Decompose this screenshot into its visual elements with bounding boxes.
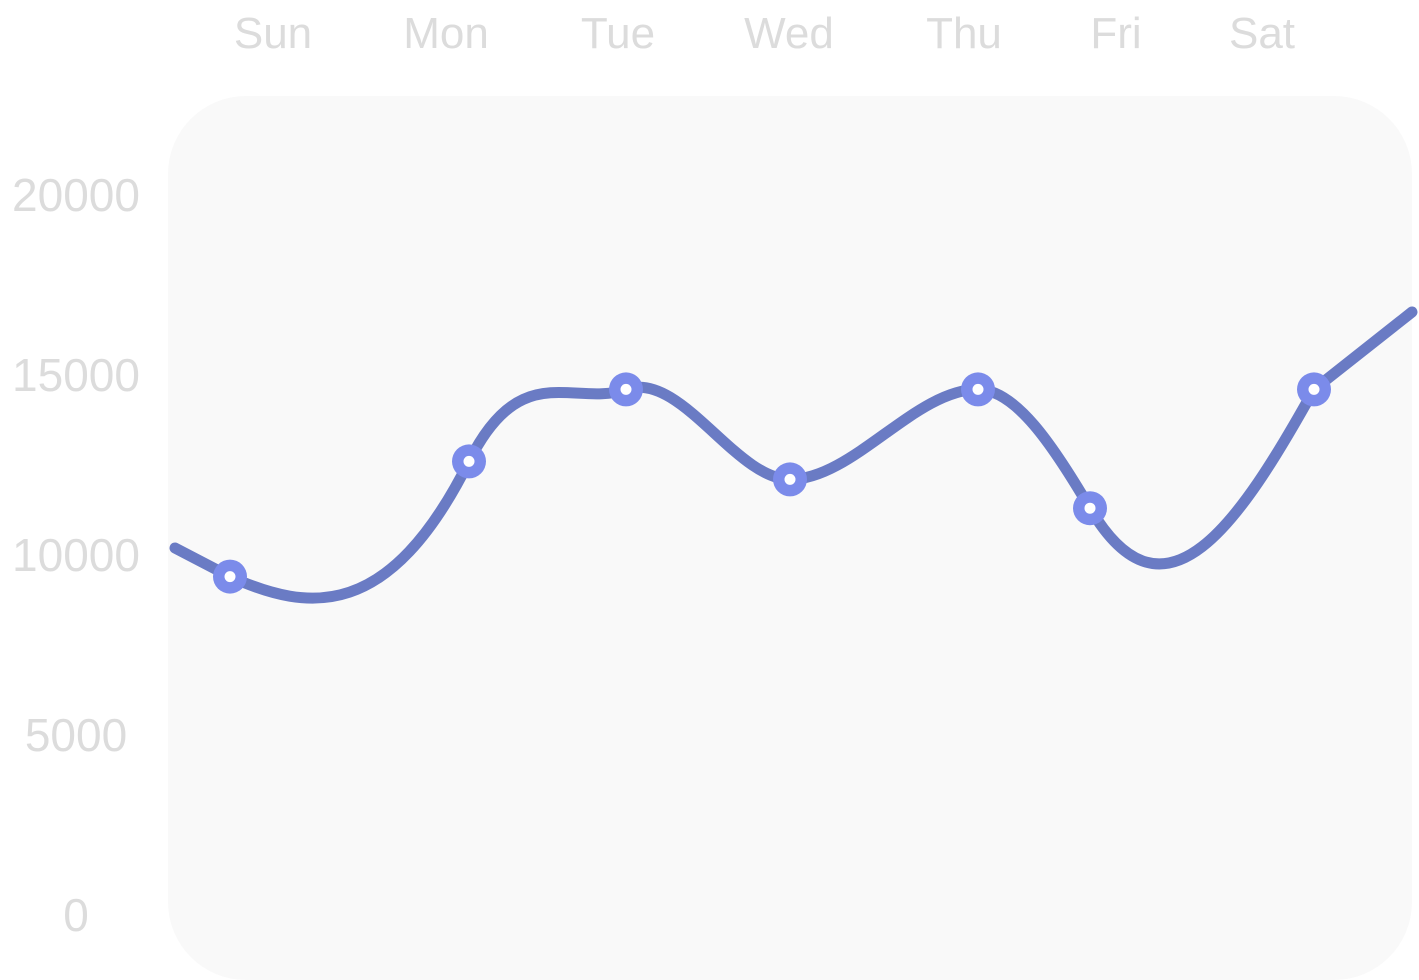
x-tick-label: Sun — [234, 9, 312, 58]
x-axis: Sun Mon Tue Wed Thu Fri Sat — [234, 9, 1295, 58]
y-tick-label: 5000 — [25, 709, 127, 761]
data-point-center — [972, 383, 984, 395]
y-tick-label: 0 — [63, 889, 89, 941]
data-point-center — [224, 571, 236, 583]
data-point-center — [620, 383, 632, 395]
x-tick-label: Wed — [744, 9, 834, 58]
x-tick-label: Tue — [581, 9, 655, 58]
x-tick-label: Mon — [403, 9, 489, 58]
y-tick-label: 15000 — [12, 349, 140, 401]
data-point-center — [784, 473, 796, 485]
y-tick-label: 10000 — [12, 529, 140, 581]
plot-area — [168, 96, 1412, 980]
data-points — [213, 372, 1331, 594]
y-tick-label: 20000 — [12, 169, 140, 221]
data-point-center — [1308, 383, 1320, 395]
y-axis: 0 5000 10000 15000 20000 — [12, 169, 140, 941]
x-tick-label: Thu — [926, 9, 1002, 58]
data-point-center — [463, 455, 475, 467]
x-tick-label: Sat — [1229, 9, 1295, 58]
x-tick-label: Fri — [1090, 9, 1141, 58]
data-point-center — [1084, 502, 1096, 514]
